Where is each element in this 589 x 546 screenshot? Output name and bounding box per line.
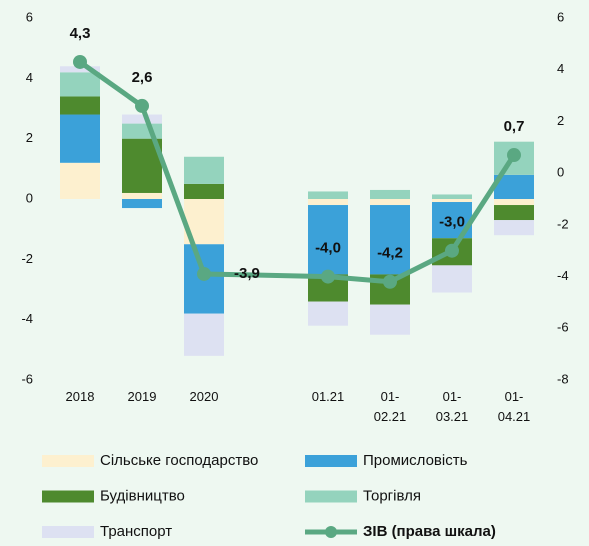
y2-tick-label: 0: [557, 165, 564, 180]
x-tick-label: 2018: [66, 389, 95, 404]
bar-segment: [494, 199, 534, 206]
legend-text: Транспорт: [100, 523, 172, 540]
bar-segment: [122, 199, 162, 209]
bar-segment: [494, 205, 534, 221]
line-point: [383, 274, 397, 289]
bar-segment: [122, 114, 162, 124]
line-point: [321, 269, 335, 284]
legend-text: ЗІВ (права шкала): [363, 523, 496, 540]
x-tick-label: 01-02.21: [374, 389, 407, 424]
legend-swatch: [305, 490, 357, 503]
y2-tick-label: 2: [557, 113, 564, 128]
legend-swatch: [305, 455, 357, 467]
y2-tick-label: -8: [557, 371, 569, 386]
y2-tick-label: 4: [557, 61, 564, 76]
bar-segment: [60, 66, 100, 73]
bar-segment: [432, 199, 472, 203]
bar-segment: [308, 205, 348, 275]
legend-text: Сільське господарство: [100, 452, 258, 469]
y2-tick-label: -6: [557, 320, 569, 335]
legend-text: Промисловість: [363, 452, 468, 469]
y-tick-label: -4: [21, 311, 33, 326]
bar-segment: [60, 162, 100, 199]
bar-segment: [494, 220, 534, 236]
bar-segment: [184, 313, 224, 356]
value-label: -3,0: [439, 214, 465, 231]
legend-text: Торгівля: [363, 487, 421, 504]
legend-swatch: [42, 455, 94, 467]
bar-segment: [60, 96, 100, 115]
y-tick-label: -6: [21, 371, 33, 386]
bar-segment: [370, 199, 410, 206]
y2-tick-label: -2: [557, 216, 569, 231]
bar-segment: [122, 123, 162, 139]
line-point: [445, 243, 459, 258]
x-tick-label: 2019: [128, 389, 157, 404]
bar-segment: [60, 114, 100, 163]
legend-text: Будівництво: [100, 487, 185, 504]
y-tick-label: 0: [26, 190, 33, 205]
x-tick-label: 01.21: [312, 389, 345, 404]
y2-tick-label: 6: [557, 9, 564, 24]
y-tick-label: 6: [26, 9, 33, 24]
value-label: -4,0: [315, 240, 341, 257]
line-point: [507, 148, 521, 163]
bar-segment: [308, 199, 348, 206]
bar-segment: [308, 301, 348, 326]
value-label: 0,7: [504, 118, 525, 135]
bar-segment: [122, 192, 162, 199]
legend-dot: [325, 526, 337, 538]
y-tick-label: 4: [26, 70, 33, 85]
bar-segment: [184, 156, 224, 184]
x-tick-label: 01-03.21: [436, 389, 469, 424]
line-point: [197, 266, 211, 281]
bar-segment: [432, 194, 472, 199]
bar-segment: [370, 205, 410, 275]
x-tick-label: 01-04.21: [498, 389, 531, 424]
value-label: -3,9: [234, 265, 260, 282]
bar-segment: [184, 183, 224, 199]
y-tick-label: 2: [26, 130, 33, 145]
line-point: [135, 98, 149, 113]
bar-segment: [370, 304, 410, 335]
value-label: -4,2: [377, 245, 403, 262]
bar-segment: [60, 72, 100, 97]
value-label: 4,3: [70, 25, 91, 42]
y-tick-label: -2: [21, 251, 33, 266]
value-label: 2,6: [132, 69, 153, 86]
bar-segment: [370, 189, 410, 199]
bar-segment: [308, 191, 348, 199]
y2-tick-label: -4: [557, 268, 569, 283]
legend-swatch: [42, 490, 94, 503]
x-tick-label: 2020: [190, 389, 219, 404]
legend-swatch: [42, 526, 94, 538]
line-point: [73, 54, 87, 69]
bar-segment: [432, 265, 472, 293]
